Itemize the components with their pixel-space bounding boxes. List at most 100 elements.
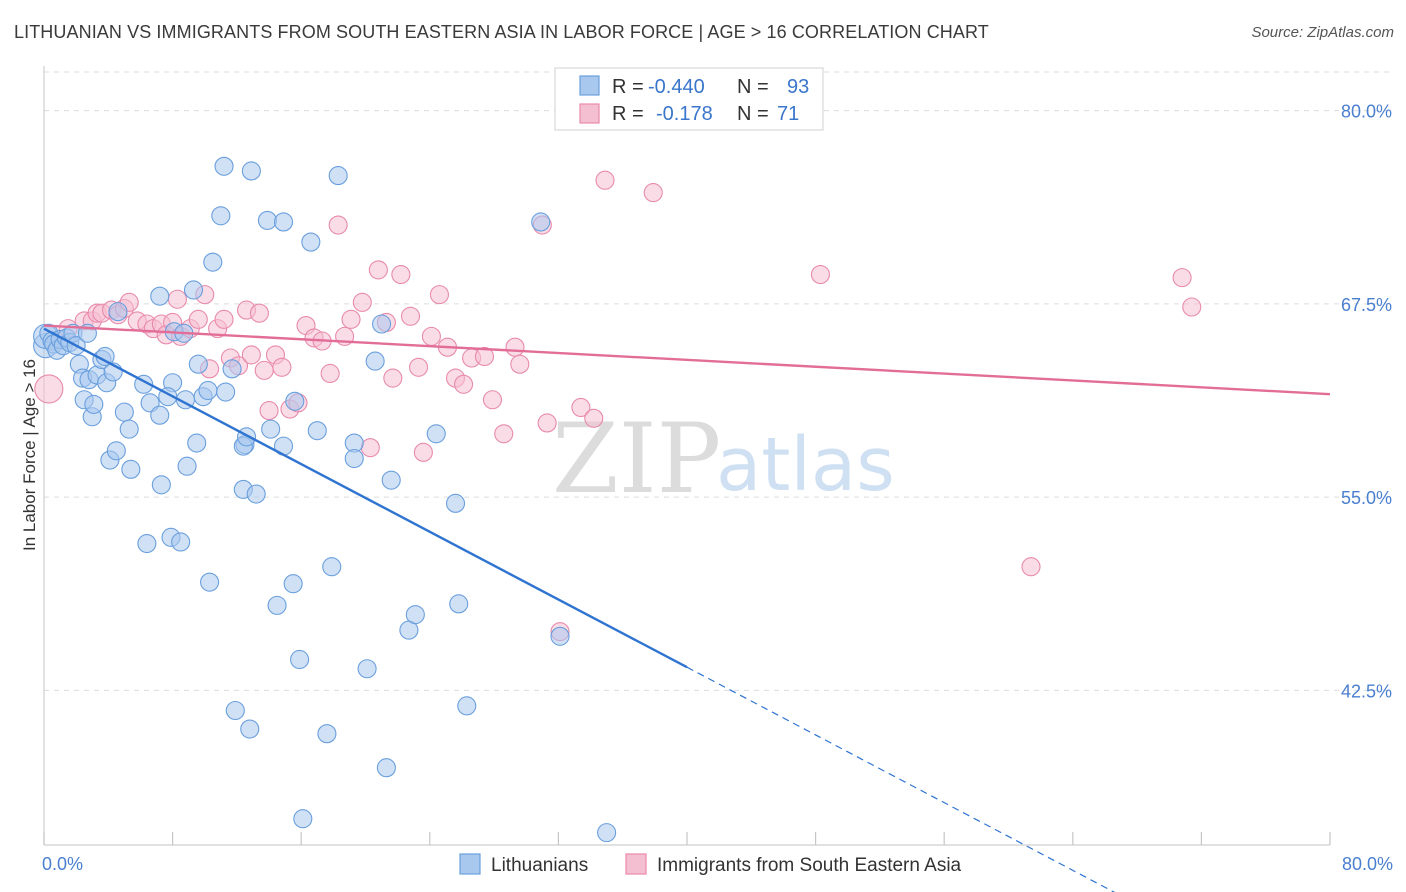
blue-point-66 [290, 649, 310, 670]
pink-point-55 [454, 374, 474, 394]
blue-point-25 [106, 441, 126, 461]
blue-point-85 [531, 212, 551, 232]
legend-swatch-immigrants [625, 853, 647, 875]
tick-labels: 80.0% 67.5% 55.0% 42.5% 0.0% 80.0% [42, 102, 1393, 874]
pink-point-60 [505, 337, 525, 357]
watermark: ZIP atlas [552, 403, 895, 515]
pink-point-38 [320, 363, 340, 384]
bottom-legend: Lithuanians Immigrants from South Easter… [459, 853, 962, 876]
pink-point-27 [241, 345, 261, 365]
pink-point-67 [595, 170, 615, 190]
pink-point-41 [341, 309, 361, 329]
pink-point-43 [360, 438, 380, 458]
pink-point-28 [249, 303, 269, 323]
blue-point-27 [114, 402, 134, 422]
blue-point-78 [381, 470, 401, 490]
blue-point-18 [84, 394, 104, 414]
stats-n-label-1: N = [737, 76, 769, 98]
pink-point-48 [400, 306, 421, 326]
pink-point-57 [474, 346, 495, 367]
pink-point-58 [482, 390, 503, 410]
pink-point-61 [510, 354, 530, 374]
blue-point-71 [317, 724, 337, 744]
blue-point-69 [307, 421, 327, 441]
blue-point-65 [285, 391, 305, 411]
y-tick-label-3: 42.5% [1341, 681, 1392, 701]
chart-title: LITHUANIAN VS IMMIGRANTS FROM SOUTH EAST… [14, 22, 989, 42]
blue-point-39 [171, 532, 191, 552]
blue-point-58 [240, 719, 260, 739]
pink-point-72 [1182, 297, 1202, 317]
pink-point-66 [584, 408, 604, 428]
blue-point-31 [137, 533, 157, 554]
stats-legend-box [554, 67, 824, 131]
blue-trend-line [43, 327, 688, 669]
trend-lines [43, 324, 1331, 892]
blue-point-52 [225, 700, 245, 721]
y-tick-label-1: 67.5% [1341, 295, 1392, 315]
blue-point-86 [550, 626, 570, 646]
pink-point-68 [643, 183, 663, 203]
stats-r-value-1: -0.440 [648, 76, 705, 98]
pink-point-69 [810, 264, 830, 285]
blue-point-81 [426, 424, 446, 444]
blue-trend-extension [686, 666, 1116, 892]
pink-point-70 [1021, 557, 1041, 577]
x-tick-label-max: 80.0% [1342, 854, 1393, 874]
blue-point-44 [187, 433, 207, 453]
blue-point-82 [445, 493, 466, 513]
stats-r-value-2: -0.178 [656, 103, 713, 125]
stats-legend: R = -0.440 N = 93 R = -0.178 N = 71 [554, 67, 824, 131]
stats-r-label-1: R = [612, 76, 644, 98]
legend-swatch-lithuanians [459, 853, 481, 875]
blue-point-90 [214, 156, 234, 176]
blue-point-50 [211, 206, 231, 226]
blue-point-70 [322, 557, 342, 577]
blue-point-51 [216, 382, 236, 402]
blue-point-47 [198, 380, 218, 401]
pink-point-0 [34, 374, 64, 404]
pink-point-23 [214, 309, 234, 329]
pink-point-16 [167, 289, 187, 309]
stats-n-value-1: 93 [787, 76, 809, 98]
blue-point-63 [273, 212, 294, 232]
blue-point-33 [150, 405, 170, 425]
blue-point-91 [241, 161, 261, 181]
pink-point-19 [188, 309, 208, 329]
blue-point-88 [261, 419, 281, 439]
blue-point-49 [203, 252, 223, 272]
pink-point-52 [429, 285, 449, 305]
blue-point-48 [200, 572, 220, 592]
pink-point-29 [254, 360, 274, 380]
source-label: Source: ZipAtlas.com [1251, 24, 1394, 41]
blue-point-84 [457, 696, 477, 716]
legend-label-immigrants: Immigrants from South Eastern Asia [657, 855, 962, 876]
pink-point-30 [259, 401, 279, 421]
pink-point-50 [413, 442, 433, 462]
blue-point-77 [376, 758, 396, 778]
blue-point-59 [246, 484, 266, 504]
blue-point-29 [121, 459, 141, 479]
y-axis-label: In Labor Force | Age > 16 [20, 359, 39, 551]
pink-point-51 [421, 326, 441, 346]
blue-point-87 [597, 823, 617, 843]
blue-point-53 [222, 359, 242, 379]
blue-point-36 [150, 286, 170, 306]
stats-swatch-immigrants [579, 103, 600, 124]
blue-point-68 [301, 232, 321, 252]
blue-point-80 [405, 605, 425, 625]
pink-point-32 [272, 357, 292, 377]
blue-point-26 [108, 302, 128, 322]
blue-point-74 [344, 448, 364, 469]
pink-point-65 [571, 397, 591, 418]
blue-point-89 [372, 314, 392, 334]
watermark-zip: ZIP [552, 403, 721, 515]
stats-n-label-2: N = [737, 103, 769, 125]
pink-point-42 [352, 292, 372, 312]
stats-n-value-2: 71 [777, 103, 799, 125]
blue-point-45 [188, 354, 208, 374]
pink-point-47 [391, 264, 411, 285]
blue-point-64 [283, 574, 303, 594]
pink-point-49 [408, 357, 429, 377]
